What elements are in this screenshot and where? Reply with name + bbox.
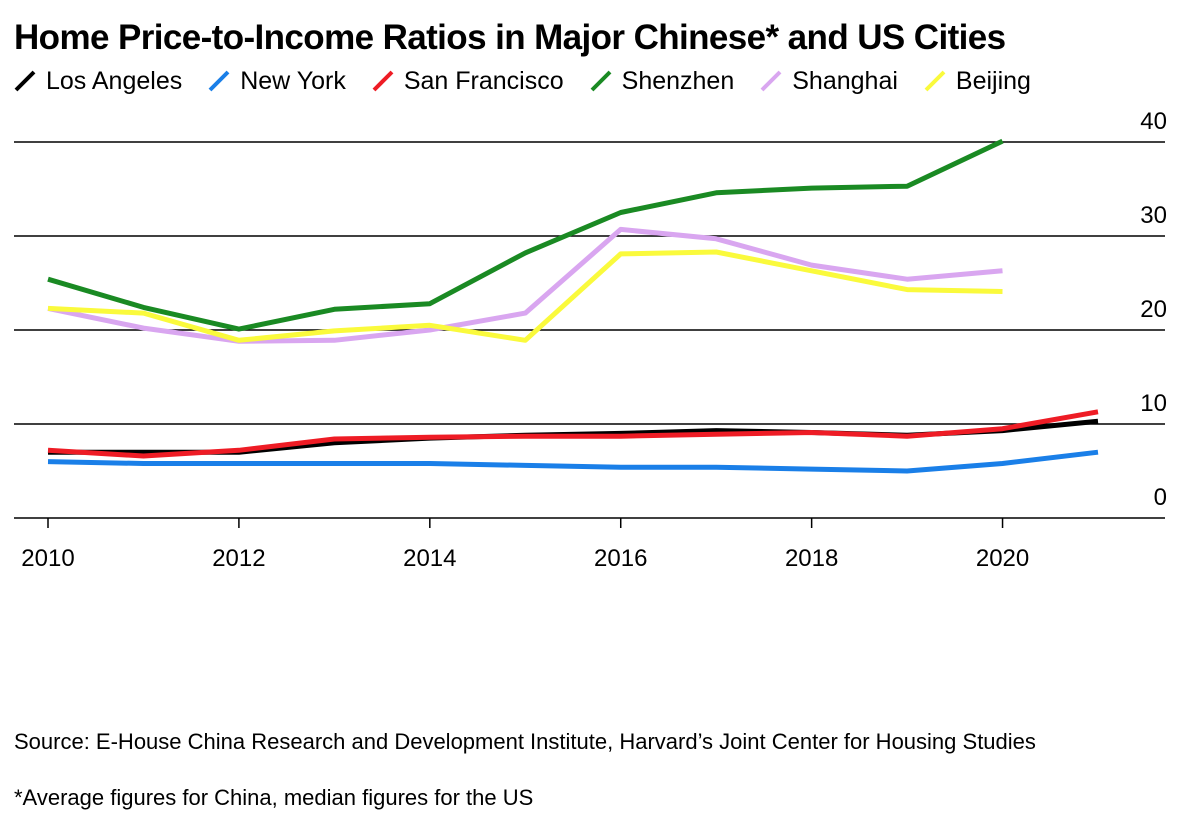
y-tick-label-10: 10 <box>1140 390 1167 417</box>
legend-swatch-los-angeles <box>14 70 36 92</box>
x-tick-label-2016: 2016 <box>594 545 647 572</box>
legend-swatch-beijing <box>924 70 946 92</box>
source-note: Source: E-House China Research and Devel… <box>14 729 1036 754</box>
legend-item-new-york: New York <box>208 67 346 96</box>
legend-swatch-shanghai <box>760 70 782 92</box>
legend-label-shanghai: Shanghai <box>792 66 898 95</box>
series-line-san-francisco <box>47 409 1099 459</box>
legend-swatch-shenzhen <box>590 70 612 92</box>
line-chart: 0 10 20 30 40 2010 2012 2014 2016 2018 2020 <box>14 108 1167 572</box>
legend-item-san-francisco: San Francisco <box>372 67 564 96</box>
legend-item-shanghai: Shanghai <box>760 67 898 96</box>
y-tick-label-40: 40 <box>1140 108 1167 135</box>
series-line-new-york <box>47 449 1099 474</box>
legend-label-shenzhen: Shenzhen <box>621 66 735 95</box>
legend-item-shenzhen: Shenzhen <box>590 66 735 96</box>
series-line-shanghai <box>47 226 1003 344</box>
x-tick-label-2012: 2012 <box>212 545 265 572</box>
legend-label-san-francisco: San Francisco <box>403 66 564 95</box>
legend-label-los-angeles: Los Angeles <box>46 66 183 95</box>
legend-swatch-new-york <box>208 70 230 92</box>
x-tick-label-2018: 2018 <box>785 545 838 572</box>
legend-label-new-york: New York <box>240 66 346 95</box>
chart-title: Home Price-to-Income Ratios in Major Chi… <box>14 18 1006 57</box>
series-line-beijing <box>47 249 1003 343</box>
x-tick-label-2010: 2010 <box>21 545 74 572</box>
legend-item-beijing: Beijing <box>924 67 1031 96</box>
y-tick-label-30: 30 <box>1140 202 1167 229</box>
series-line-shenzhen <box>47 138 1004 332</box>
x-tick-label-2020: 2020 <box>976 545 1029 572</box>
y-tick-label-0: 0 <box>1154 484 1167 511</box>
footnote: *Average figures for China, median figur… <box>14 785 534 810</box>
legend-swatch-san-francisco <box>372 70 394 92</box>
y-tick-label-20: 20 <box>1140 296 1167 323</box>
legend-label-beijing: Beijing <box>955 66 1031 95</box>
legend: Los Angeles New York San Francisco Shenzhen… <box>14 64 1057 98</box>
x-tick-label-2014: 2014 <box>403 545 456 572</box>
legend-item-los-angeles: Los Angeles <box>14 67 182 96</box>
